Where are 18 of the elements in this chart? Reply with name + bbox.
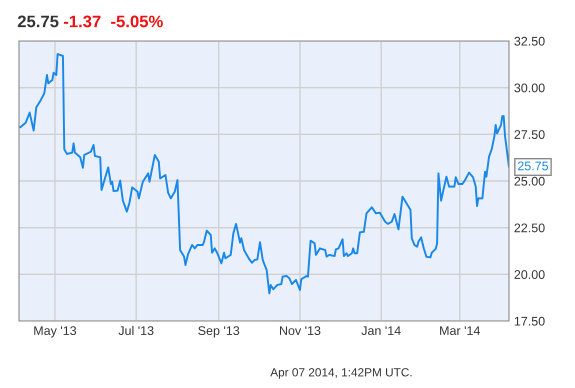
y-tick-label: 20.00 xyxy=(514,270,545,279)
chart-title: 25.75 xyxy=(18,16,58,28)
text: Apr 07 2014, 1:42PM UTC. xyxy=(270,368,412,379)
x-tick-label: Mar '14 xyxy=(440,326,480,336)
x-tick-label: Sep '13 xyxy=(198,326,240,338)
annotation: 25.75 xyxy=(518,162,548,170)
x-tick-label: Jan '14 xyxy=(361,326,401,336)
x-tick-label: May '13 xyxy=(34,326,76,338)
line-series xyxy=(19,53,509,294)
y-tick-label: 22.50 xyxy=(514,223,545,232)
y-tick-label: 17.50 xyxy=(514,316,545,326)
y-tick-label: 25.00 xyxy=(514,176,545,186)
x-tick-label: Nov '13 xyxy=(280,326,320,336)
x-tick-label: Jul '13 xyxy=(118,326,154,336)
y-tick-label: 27.50 xyxy=(514,130,545,139)
y-tick-label: 32.50 xyxy=(514,36,545,46)
chart-subtitle: -1.37 -5.05% xyxy=(64,16,163,28)
y-tick-label: 30.00 xyxy=(514,83,545,92)
